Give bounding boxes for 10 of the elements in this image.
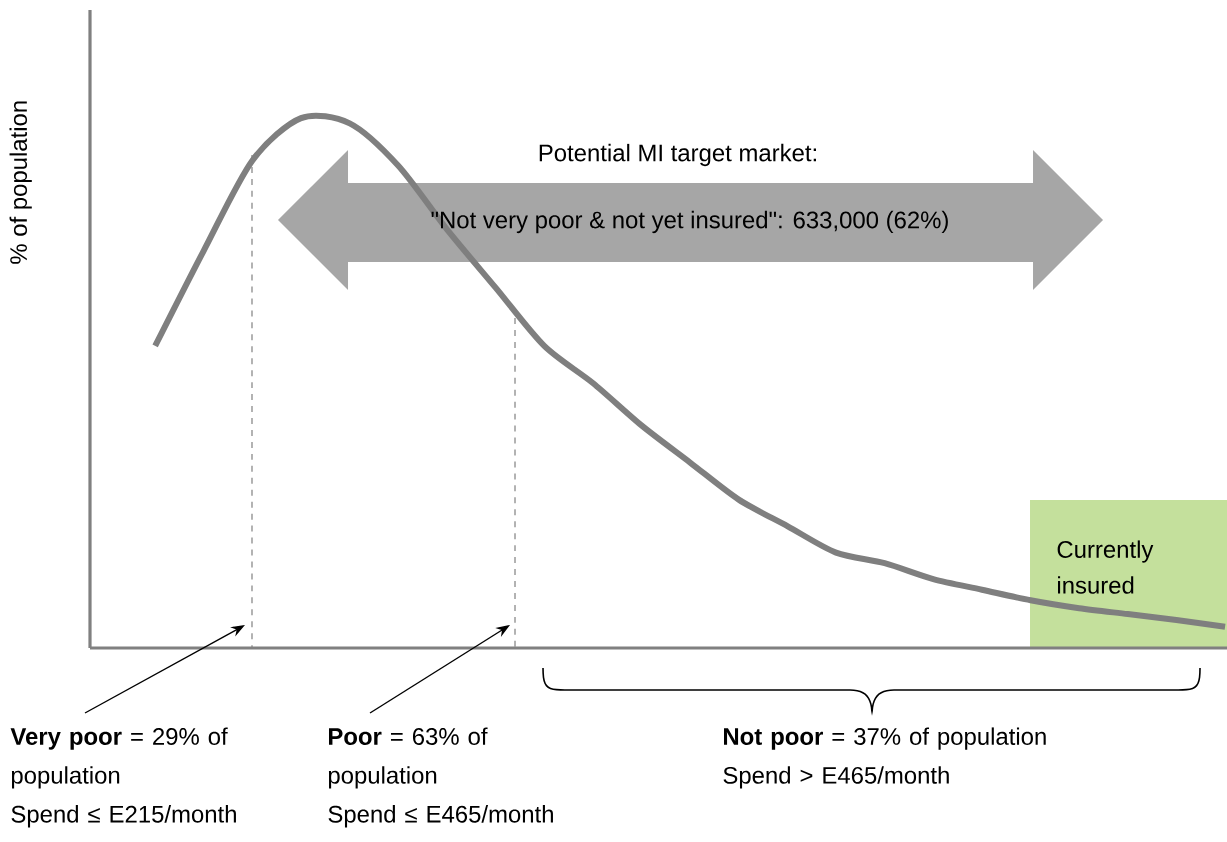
text: Very poor = 29% of population — [10, 727, 228, 789]
text: Poor = 63% of population — [328, 727, 488, 789]
y-axis-title: % of population — [9, 101, 32, 264]
text: Not poor = 37% of population — [724, 727, 1046, 750]
text: Spend > E465/month — [723, 766, 949, 789]
annotation: "Not very poor & not yet insured": 633,000 (62%) — [431, 210, 948, 234]
text: Spend ≤ E215/month — [11, 805, 236, 828]
annotation: Potential MI target market: — [539, 143, 816, 167]
annotation: Currently insured — [1057, 540, 1154, 594]
text: Spend ≤ E465/month — [328, 805, 553, 828]
